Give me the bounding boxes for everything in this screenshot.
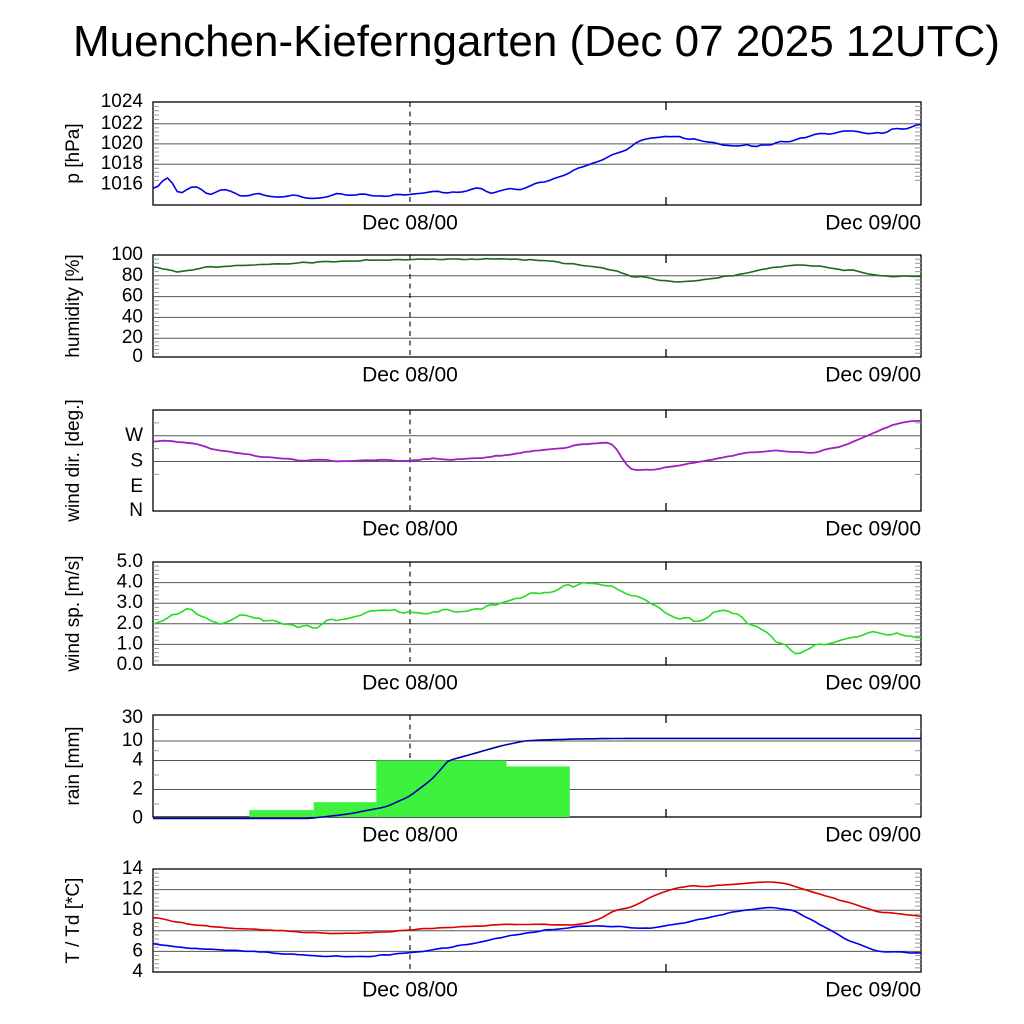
svg-text:2.0: 2.0 [117, 613, 143, 634]
svg-text:Dec 09/00: Dec 09/00 [825, 979, 921, 1002]
svg-text:Dec 09/00: Dec 09/00 [825, 672, 921, 695]
svg-text:12: 12 [122, 879, 143, 900]
svg-text:W: W [125, 425, 143, 446]
svg-text:4: 4 [132, 750, 143, 771]
svg-text:Dec 08/00: Dec 08/00 [362, 364, 458, 387]
svg-text:Dec 09/00: Dec 09/00 [825, 824, 921, 847]
svg-text:E: E [130, 476, 143, 497]
svg-text:3.0: 3.0 [117, 592, 143, 613]
svg-text:0: 0 [132, 808, 143, 829]
svg-text:80: 80 [122, 265, 143, 286]
svg-text:1.0: 1.0 [117, 633, 143, 654]
svg-text:Dec 08/00: Dec 08/00 [362, 518, 458, 541]
svg-text:Dec 09/00: Dec 09/00 [825, 364, 921, 387]
svg-text:Dec 08/00: Dec 08/00 [362, 824, 458, 847]
svg-text:30: 30 [122, 707, 143, 728]
svg-text:Dec 08/00: Dec 08/00 [362, 672, 458, 695]
svg-text:8: 8 [132, 920, 143, 941]
svg-text:6: 6 [132, 940, 143, 961]
svg-text:1020: 1020 [101, 133, 143, 154]
svg-text:10: 10 [122, 730, 143, 751]
svg-text:0: 0 [132, 346, 143, 367]
svg-text:10: 10 [122, 899, 143, 920]
svg-text:0.0: 0.0 [117, 654, 143, 675]
svg-text:4: 4 [132, 961, 143, 982]
svg-text:wind sp. [m/s]: wind sp. [m/s] [63, 555, 84, 672]
svg-text:S: S [130, 451, 143, 472]
svg-text:1022: 1022 [101, 113, 143, 134]
svg-text:N: N [129, 500, 143, 521]
svg-text:1016: 1016 [101, 173, 143, 194]
svg-text:Dec 09/00: Dec 09/00 [825, 212, 921, 235]
svg-text:wind dir. [deg.]: wind dir. [deg.] [63, 399, 84, 523]
svg-text:Dec 09/00: Dec 09/00 [825, 518, 921, 541]
svg-text:14: 14 [122, 858, 144, 879]
svg-text:40: 40 [122, 306, 143, 327]
svg-text:humidity [%]: humidity [%] [63, 254, 84, 357]
svg-text:Dec 08/00: Dec 08/00 [362, 979, 458, 1002]
svg-text:Dec 08/00: Dec 08/00 [362, 212, 458, 235]
svg-text:2: 2 [132, 779, 143, 800]
svg-text:5.0: 5.0 [117, 551, 143, 572]
svg-text:p [hPa]: p [hPa] [63, 123, 84, 183]
svg-text:100: 100 [111, 244, 143, 265]
svg-text:rain [mm]: rain [mm] [63, 726, 84, 805]
svg-text:1024: 1024 [101, 91, 144, 112]
svg-text:4.0: 4.0 [117, 572, 143, 593]
svg-text:T / Td [*C]: T / Td [*C] [63, 878, 84, 964]
svg-text:60: 60 [122, 286, 143, 307]
svg-text:1018: 1018 [101, 153, 143, 174]
